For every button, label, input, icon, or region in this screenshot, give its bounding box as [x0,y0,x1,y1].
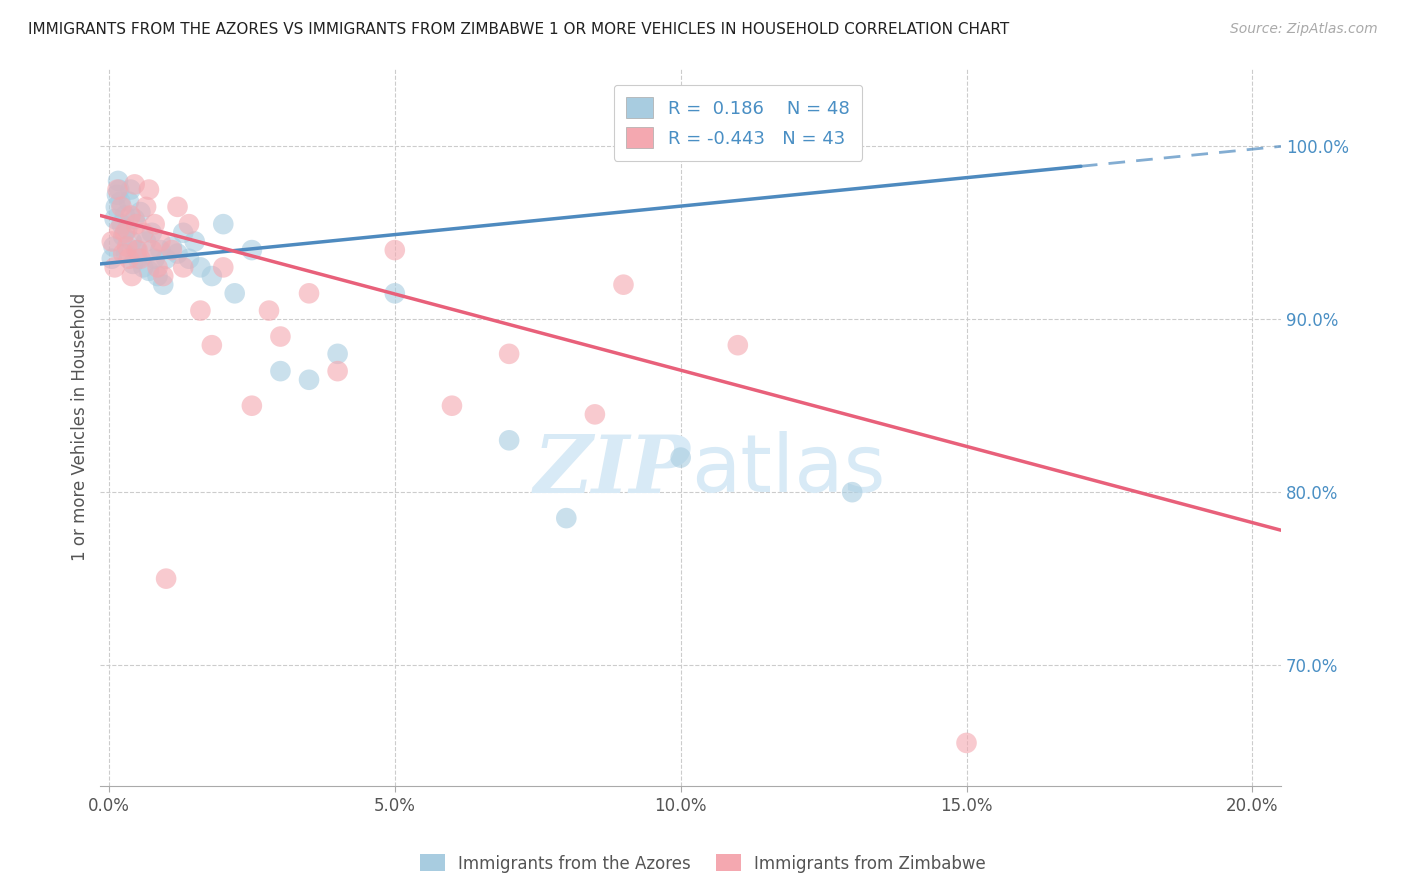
Point [122,257,145,271]
Point [141,243,163,257]
Point [190,260,212,275]
Legend: R =  0.186    N = 48, R = -0.443   N = 43: R = 0.186 N = 48, R = -0.443 N = 43 [613,85,862,161]
Point [172,260,194,275]
Point [125,243,148,257]
Point [104,200,127,214]
Point [115,222,138,236]
Point [240,399,263,413]
Point [727,338,749,352]
Text: atlas: atlas [690,432,884,509]
Point [498,434,520,448]
Point [135,235,157,249]
Point [118,194,141,209]
Point [240,243,263,257]
Point [138,264,160,278]
Point [269,364,291,378]
Point [115,239,138,253]
Point [269,329,291,343]
Point [141,226,163,240]
Point [125,217,148,231]
Point [384,286,406,301]
Point [121,235,143,249]
Point [120,183,142,197]
Point [104,211,127,226]
Point [155,252,177,266]
Point [132,226,155,240]
Point [115,246,138,260]
Text: ZIP: ZIP [534,432,690,509]
Point [127,252,149,266]
Point [101,235,124,249]
Point [124,211,146,226]
Point [160,243,183,257]
Point [105,187,128,202]
Point [583,408,606,422]
Point [160,239,183,253]
Point [127,243,149,257]
Point [107,183,129,197]
Point [120,209,142,223]
Point [498,347,520,361]
Point [112,246,135,260]
Point [149,235,172,249]
Point [224,286,246,301]
Point [298,373,321,387]
Point [955,736,977,750]
Point [183,235,205,249]
Point [146,260,169,275]
Point [132,260,155,275]
Point [143,252,166,266]
Point [107,174,129,188]
Point [110,200,132,214]
Point [155,572,177,586]
Point [166,246,188,260]
Point [166,200,188,214]
Point [612,277,634,292]
Point [104,260,127,275]
Point [110,217,132,231]
Point [212,217,235,231]
Point [257,303,280,318]
Point [298,286,321,301]
Point [326,364,349,378]
Point [103,239,125,253]
Point [110,194,132,209]
Point [201,338,224,352]
Point [212,260,235,275]
Point [112,229,135,244]
Text: IMMIGRANTS FROM THE AZORES VS IMMIGRANTS FROM ZIMBABWE 1 OR MORE VEHICLES IN HOU: IMMIGRANTS FROM THE AZORES VS IMMIGRANTS… [28,22,1010,37]
Point [841,485,863,500]
Point [177,252,200,266]
Point [101,252,124,266]
Point [190,303,212,318]
Point [138,183,160,197]
Point [143,217,166,231]
Point [177,217,200,231]
Point [172,226,194,240]
Point [384,243,406,257]
Point [114,209,136,223]
Point [152,268,174,283]
Point [118,252,141,266]
Point [129,252,152,266]
Point [121,268,143,283]
Text: Source: ZipAtlas.com: Source: ZipAtlas.com [1230,22,1378,37]
Point [149,243,172,257]
Legend: Immigrants from the Azores, Immigrants from Zimbabwe: Immigrants from the Azores, Immigrants f… [413,847,993,880]
Point [108,222,131,236]
Point [114,226,136,240]
Point [146,268,169,283]
Point [326,347,349,361]
Point [201,268,224,283]
Point [152,277,174,292]
Point [555,511,578,525]
Point [440,399,463,413]
Point [108,183,131,197]
Point [124,178,146,192]
Y-axis label: 1 or more Vehicles in Household: 1 or more Vehicles in Household [72,293,89,561]
Point [669,450,692,465]
Point [129,205,152,219]
Point [135,200,157,214]
